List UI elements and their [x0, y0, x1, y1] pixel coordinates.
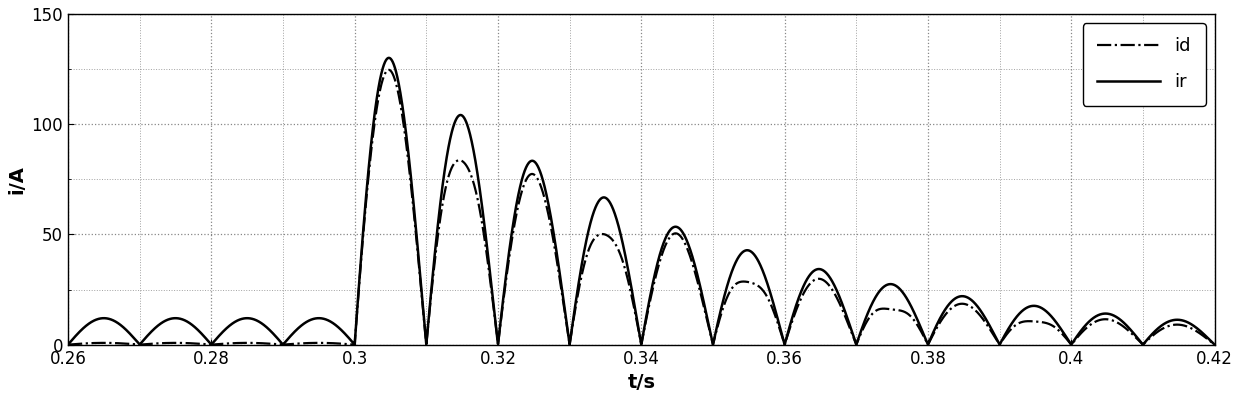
id [1003, 327, 1018, 332]
id [269, 342, 284, 346]
ir [806, 269, 821, 273]
ir [1003, 322, 1018, 327]
id [749, 282, 764, 287]
Legend: id, ir: id, ir [1083, 23, 1205, 106]
Line: ir: ir [68, 58, 1215, 345]
ir [61, 342, 76, 347]
id [61, 342, 76, 347]
Y-axis label: i/A: i/A [7, 165, 26, 194]
ir [382, 55, 397, 60]
id [916, 334, 931, 339]
id [381, 67, 396, 72]
ir [1208, 342, 1223, 347]
ir [749, 255, 764, 259]
id [1208, 342, 1223, 347]
Line: id: id [68, 70, 1215, 345]
ir [269, 334, 284, 339]
ir [498, 271, 513, 276]
X-axis label: t/s: t/s [627, 373, 655, 392]
id [806, 278, 821, 282]
id [498, 276, 513, 280]
ir [916, 332, 931, 337]
